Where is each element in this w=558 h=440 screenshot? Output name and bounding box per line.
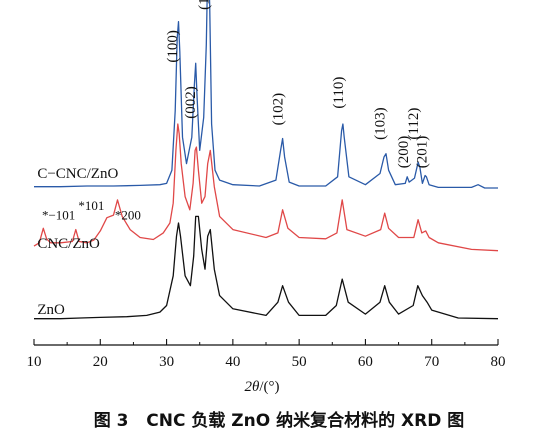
series-label-0: C−CNC/ZnO [37,166,118,182]
peak-label-0: (100) [165,30,181,63]
series-label-1: CNC/ZnO [37,236,100,252]
x-tick-label-80: 80 [491,354,506,370]
x-tick-label-60: 60 [358,354,373,370]
x-tick-label-30: 30 [159,354,174,370]
x-axis-label-symbol: 2θ [244,379,260,395]
peak-label-1: (002) [183,86,199,119]
impurity-peak-label-2: *200 [115,208,141,223]
x-tick-label-20: 20 [93,354,108,370]
peak-label-3: (102) [271,93,287,126]
series-line-2 [34,215,499,320]
peak-label-8: (201) [414,136,430,169]
peak-label-2: (101) [196,0,212,10]
x-tick-label-50: 50 [292,354,307,370]
series-label-2: ZnO [37,302,65,318]
x-tick-label-10: 10 [27,354,42,370]
figure-number: 图 3 [93,411,129,431]
figure-caption-text: CNC 负载 ZnO 纳米复合材料的 XRD 图 [146,411,465,431]
plot-area [33,0,499,320]
annotations: C−CNC/ZnO CNC/ZnO ZnO *−101*101 *200 (100) (00… [37,0,430,318]
peak-label-7: (112) [406,108,422,140]
peak-label-5: (103) [373,107,389,140]
figure-caption: 图 3 CNC 负载 ZnO 纳米复合材料的 XRD 图 [0,406,558,431]
series-line-1 [33,123,499,252]
peak-label-6: (200) [396,136,412,169]
x-tick-label-40: 40 [225,354,240,370]
peak-label-4: (110) [331,77,347,109]
impurity-peak-label-1: *101 [78,198,104,213]
series-line-0 [34,0,498,189]
x-axis-label: 2θ/(°) [244,379,279,395]
x-axis: 10 20 30 40 50 60 70 80 [27,339,506,370]
impurity-peak-label-0: *−101 [42,208,75,223]
x-tick-label-70: 70 [424,354,439,370]
x-axis-label-unit: /(°) [259,379,279,395]
